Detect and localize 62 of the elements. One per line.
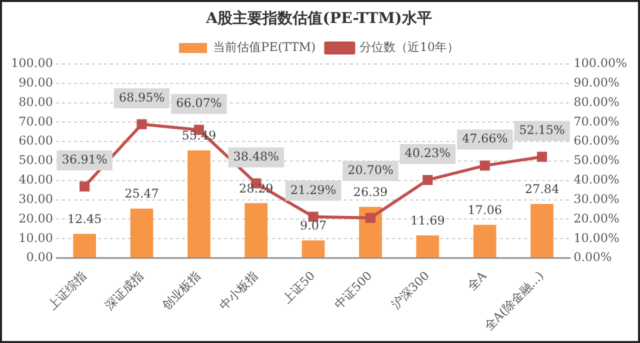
y-tick-label: 30.00 (18, 192, 53, 206)
data-label: 52.15% (519, 122, 565, 137)
bar (416, 235, 440, 258)
y2-tick-label: 10.00% (574, 230, 620, 245)
data-label: 12.45 (67, 212, 102, 226)
y2-tick-label: 80.00% (574, 94, 620, 109)
x-tick-label: 沪深300 (388, 268, 432, 312)
data-label: 38.48% (233, 149, 279, 164)
point (136, 119, 147, 130)
y-tick-label: 40.00 (18, 172, 53, 187)
x-tick-label: 深证成指 (102, 268, 146, 312)
data-label: 40.23% (404, 146, 451, 160)
y2-tick-label: 20.00% (574, 211, 620, 226)
data-label: 47.66% (462, 132, 508, 146)
y-tick-label: 60.00 (18, 134, 53, 148)
y-tick-label: 10.00 (18, 230, 53, 245)
x-tick-label: 全A (464, 268, 490, 294)
y-tick-label: 50.00 (18, 153, 53, 168)
bar (130, 208, 154, 258)
data-label: 9.07 (300, 218, 327, 233)
y2-tick-label: 40.00% (574, 172, 620, 187)
data-label: 36.91% (62, 152, 108, 167)
y-tick-label: 20.00 (18, 211, 53, 226)
data-label: 21.29% (290, 182, 336, 197)
data-label: 11.69 (410, 213, 445, 228)
data-label: 27.84 (524, 182, 560, 196)
data-label: 68.95% (118, 90, 165, 104)
x-tick-label: 上证50 (280, 268, 318, 306)
y-tick-label: 80.00 (18, 94, 53, 109)
point (80, 181, 90, 192)
y2-tick-label: 90.00% (574, 76, 620, 90)
chart-title: A股主要指数估值(PE-TTM)水平 (205, 8, 432, 27)
bar (244, 203, 268, 258)
y-tick-label: 70.00 (18, 114, 53, 128)
data-label: 66.07% (176, 96, 222, 110)
x-tick-label: 中小板指 (216, 268, 260, 312)
y2-tick-label: 70.00% (574, 114, 620, 128)
point (480, 160, 490, 171)
x-tick-label: 上证综指 (45, 268, 89, 312)
y-tick-label: 0.00 (26, 250, 53, 264)
legend-label: 分位数（近10年） (360, 40, 460, 54)
y2-tick-label: 30.00% (574, 192, 620, 206)
y2-tick-label: 100.00% (574, 56, 627, 70)
point (422, 174, 433, 186)
y-tick-label: 90.00 (18, 76, 53, 90)
bar (188, 150, 210, 258)
y2-tick-label: 0.00% (574, 250, 612, 264)
y2-tick-label: 60.00% (574, 134, 620, 148)
point (365, 212, 376, 223)
data-label: 26.39 (353, 184, 388, 199)
x-tick-label: 创业板指 (159, 268, 204, 312)
point (536, 152, 548, 162)
bar (530, 204, 554, 258)
y-tick-label: 100.00 (10, 56, 53, 70)
data-label: 17.06 (468, 203, 502, 218)
bar (73, 234, 96, 258)
data-label: 20.70% (348, 162, 394, 177)
y2-tick-label: 50.00% (574, 153, 620, 168)
bar (302, 240, 325, 258)
data-label: 25.47 (124, 186, 159, 201)
legend-label: 当前估值PE(TTM) (213, 40, 316, 54)
bar (473, 224, 496, 258)
